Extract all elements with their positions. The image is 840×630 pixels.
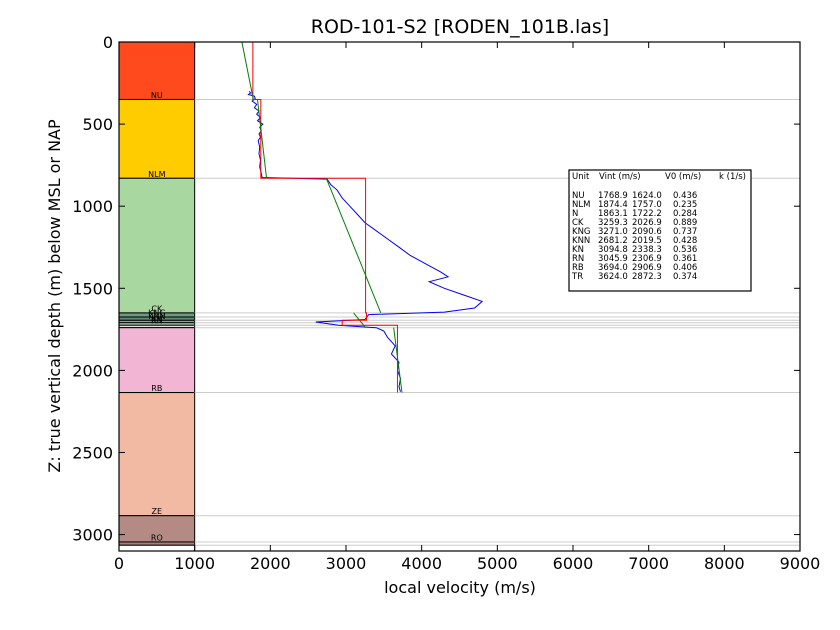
y-axis-label: Z: true vertical depth (m) below MSL or … (45, 119, 64, 473)
unit-label: CK (151, 304, 163, 313)
interval-velocity-series (252, 42, 398, 393)
x-axis-label: local velocity (m/s) (384, 578, 536, 597)
x-tick-label: 0 (114, 554, 124, 573)
unit-label: NU (151, 91, 163, 100)
unit-label: RB (151, 384, 162, 393)
table-cell: 0.737 (673, 227, 697, 237)
table-cell: 0.436 (673, 191, 697, 201)
x-tick-label: 5000 (477, 554, 518, 573)
table-cell: 3094.8 (598, 245, 628, 255)
table-cell: RN (572, 254, 584, 264)
table-cell: 2681.2 (598, 236, 628, 246)
linear-fit-series (325, 178, 382, 314)
table-cell: 0.406 (673, 263, 697, 273)
table-cell: 0.284 (673, 209, 697, 219)
unit-label: RO (151, 533, 163, 542)
x-tick-label: 2000 (250, 554, 291, 573)
table-cell: KN (572, 245, 584, 255)
plot-series (241, 41, 484, 393)
unit-label: KN (151, 314, 162, 323)
table-cell: 1863.1 (598, 209, 628, 219)
table-cell: 1768.9 (598, 191, 628, 201)
table-cell: 2019.5 (632, 236, 662, 246)
unit-label: RN (151, 317, 163, 326)
lithology-unit (118, 544, 196, 552)
table-cell: 3624.0 (598, 272, 628, 282)
linear-fit-series (393, 327, 403, 393)
chart-title: ROD-101-S2 [RODEN_101B.las] (311, 16, 609, 38)
y-tick-label: 3000 (72, 526, 113, 545)
table-cell: 2906.9 (632, 263, 662, 273)
table-cell: NLM (572, 200, 590, 210)
table-cell: 0.374 (673, 272, 697, 282)
table-cell: 2090.6 (632, 227, 662, 237)
table-cell: NU (572, 191, 585, 201)
lithology-unit (118, 392, 196, 517)
linear-fit-series (256, 99, 268, 179)
x-tick-label: 6000 (553, 554, 594, 573)
table-cell: TR (571, 272, 583, 282)
table-cell: 3045.9 (598, 254, 628, 264)
table-cell: CK (572, 218, 584, 228)
y-tick-label: 500 (82, 115, 113, 134)
x-tick-label: 4000 (401, 554, 442, 573)
lithology-unit (118, 327, 196, 394)
unit-label: NLM (148, 170, 165, 179)
y-tick-label: 1000 (72, 197, 113, 216)
table-header-cell: k (1/s) (719, 172, 746, 182)
plot-frame (118, 41, 801, 552)
unit-label: KNN (148, 312, 165, 321)
table-cell: 0.361 (673, 254, 697, 264)
table-cell: 2872.3 (632, 272, 662, 282)
table-cell: 3271.0 (598, 227, 628, 237)
linear-fit-series (241, 41, 254, 100)
table-cell: KNG (572, 227, 591, 237)
y-tick-label: 1500 (72, 279, 113, 298)
table-cell: 1624.0 (632, 191, 662, 201)
x-tick-label: 9000 (780, 554, 821, 573)
table-cell: 0.428 (673, 236, 697, 246)
table-cell: 0.889 (673, 218, 697, 228)
table-cell: N (572, 209, 578, 219)
unit-label: KNG (148, 309, 165, 318)
table-cell: 1757.0 (632, 200, 662, 210)
table-cell: 3694.0 (598, 263, 628, 273)
table-cell: 0.536 (673, 245, 697, 255)
table-cell: 2026.9 (632, 218, 662, 228)
table-header-cell: V0 (m/s) (665, 172, 701, 182)
y-tick-label: 0 (103, 33, 113, 52)
lithology-unit (118, 177, 196, 314)
x-tick-label: 7000 (628, 554, 669, 573)
x-tick-label: 1000 (174, 554, 215, 573)
x-tick-label: 8000 (704, 554, 745, 573)
table-cell: 1722.2 (632, 209, 662, 219)
table-cell: 0.235 (673, 200, 697, 210)
table-cell: RB (572, 263, 584, 273)
y-tick-label: 2000 (72, 361, 113, 380)
table-header-cell: Unit (572, 172, 590, 182)
table-box (568, 169, 752, 292)
unit-label: ZE (152, 507, 163, 516)
lithology-unit (118, 98, 196, 179)
table-cell: 1874.4 (598, 200, 628, 210)
linear-fit-series (353, 312, 367, 329)
lithology-unit (118, 41, 196, 100)
table-cell: 2338.3 (632, 245, 662, 255)
y-tick-label: 2500 (72, 443, 113, 462)
velocity-log-series (247, 90, 484, 392)
x-tick-label: 3000 (326, 554, 367, 573)
results-table: Unit Vint (m/s) V0 (m/s) k (1/s) NU 1768.9 162… (568, 169, 752, 292)
table-cell: 3259.3 (598, 218, 628, 228)
table-cell: KNN (572, 236, 590, 246)
boundary-lines (194, 98, 800, 546)
table-cell: 2306.9 (632, 254, 662, 264)
table-header-cell: Vint (m/s) (599, 172, 641, 182)
axis-ticks: 0 1000 2000 3000 4000 5000 6000 7000 8000 9000 0 50… (72, 33, 820, 573)
